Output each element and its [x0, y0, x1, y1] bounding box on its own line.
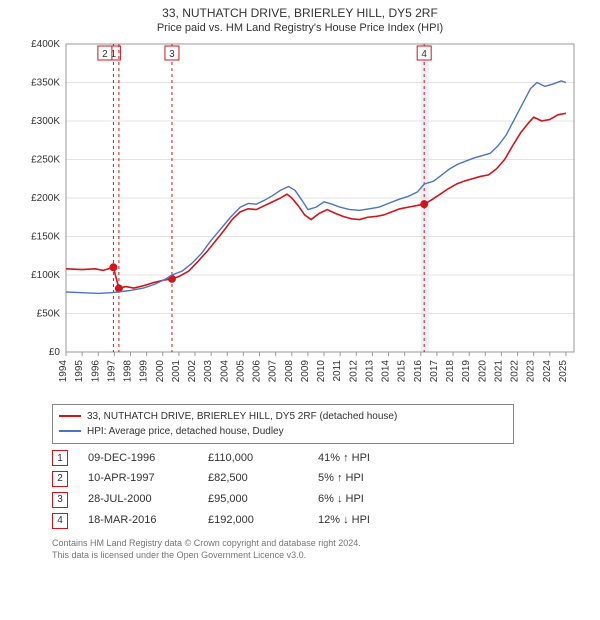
svg-text:£150K: £150K — [31, 231, 60, 242]
svg-text:1999: 1999 — [139, 359, 150, 382]
chart-subtitle: Price paid vs. HM Land Registry's House … — [10, 22, 590, 34]
svg-text:£200K: £200K — [31, 193, 60, 204]
svg-text:£300K: £300K — [31, 116, 60, 127]
svg-text:2013: 2013 — [364, 359, 375, 382]
event-price: £95,000 — [208, 489, 298, 510]
legend-row: HPI: Average price, detached house, Dudl… — [59, 424, 507, 439]
footer-attribution: Contains HM Land Registry data © Crown c… — [52, 537, 590, 561]
svg-text:£250K: £250K — [31, 154, 60, 165]
svg-text:2023: 2023 — [526, 359, 537, 382]
svg-text:2010: 2010 — [316, 359, 327, 382]
event-row: 4 18-MAR-2016 £192,000 12% ↓ HPI — [52, 510, 532, 531]
event-date: 18-MAR-2016 — [88, 510, 188, 531]
event-diff: 5% ↑ HPI — [318, 468, 408, 489]
event-date: 28-JUL-2000 — [88, 489, 188, 510]
chart-svg: £0 £50K £100K £150K £200K £250K £300K £350K £400… — [20, 38, 580, 398]
event-marker-icon: 3 — [52, 492, 68, 508]
line-chart: £0 £50K £100K £150K £200K £250K £300K £350K £400… — [20, 38, 580, 398]
svg-text:4: 4 — [421, 49, 427, 60]
legend: 33, NUTHATCH DRIVE, BRIERLEY HILL, DY5 2… — [52, 404, 514, 444]
svg-text:1997: 1997 — [106, 359, 117, 382]
event-diff: 12% ↓ HPI — [318, 510, 408, 531]
event-marker-icon: 1 — [52, 450, 68, 466]
svg-text:2025: 2025 — [558, 359, 569, 382]
svg-text:2000: 2000 — [155, 359, 166, 382]
chart-title: 33, NUTHATCH DRIVE, BRIERLEY HILL, DY5 2… — [10, 6, 590, 22]
svg-text:2016: 2016 — [413, 359, 424, 382]
svg-text:2004: 2004 — [219, 359, 230, 382]
svg-text:2: 2 — [102, 49, 108, 60]
event-date: 10-APR-1997 — [88, 468, 188, 489]
legend-swatch-hpi — [59, 430, 81, 432]
legend-row: 33, NUTHATCH DRIVE, BRIERLEY HILL, DY5 2… — [59, 409, 507, 424]
svg-text:2018: 2018 — [445, 359, 456, 382]
svg-text:2020: 2020 — [477, 359, 488, 382]
svg-text:1998: 1998 — [123, 359, 134, 382]
event-marker-icon: 2 — [52, 471, 68, 487]
event-price: £110,000 — [208, 448, 298, 469]
event-diff: 6% ↓ HPI — [318, 489, 408, 510]
svg-text:1995: 1995 — [74, 359, 85, 382]
svg-text:2017: 2017 — [429, 359, 440, 382]
svg-text:£0: £0 — [49, 347, 61, 358]
svg-text:3: 3 — [169, 49, 175, 60]
event-row: 1 09-DEC-1996 £110,000 41% ↑ HPI — [52, 448, 532, 469]
svg-text:£350K: £350K — [31, 77, 60, 88]
event-diff: 41% ↑ HPI — [318, 448, 408, 469]
svg-text:1994: 1994 — [58, 359, 69, 382]
footer-line: Contains HM Land Registry data © Crown c… — [52, 537, 590, 549]
legend-label-hpi: HPI: Average price, detached house, Dudl… — [87, 424, 284, 439]
svg-text:2022: 2022 — [510, 359, 521, 382]
svg-text:2003: 2003 — [203, 359, 214, 382]
svg-text:2005: 2005 — [235, 359, 246, 382]
svg-text:2019: 2019 — [461, 359, 472, 382]
svg-text:2015: 2015 — [397, 359, 408, 382]
svg-text:£100K: £100K — [31, 270, 60, 281]
event-row: 3 28-JUL-2000 £95,000 6% ↓ HPI — [52, 489, 532, 510]
svg-text:2006: 2006 — [252, 359, 263, 382]
legend-label-property: 33, NUTHATCH DRIVE, BRIERLEY HILL, DY5 2… — [87, 409, 397, 424]
legend-swatch-property — [59, 415, 81, 417]
svg-text:2012: 2012 — [348, 359, 359, 382]
event-date: 09-DEC-1996 — [88, 448, 188, 469]
svg-text:£400K: £400K — [31, 39, 60, 50]
svg-text:2011: 2011 — [332, 359, 343, 381]
svg-text:2021: 2021 — [493, 359, 504, 382]
event-marker-icon: 4 — [52, 513, 68, 529]
footer-line: This data is licensed under the Open Gov… — [52, 549, 590, 561]
svg-text:2014: 2014 — [381, 359, 392, 382]
svg-text:2007: 2007 — [268, 359, 279, 382]
svg-text:2024: 2024 — [542, 359, 553, 382]
event-price: £192,000 — [208, 510, 298, 531]
svg-text:1996: 1996 — [90, 359, 101, 382]
events-table: 1 09-DEC-1996 £110,000 41% ↑ HPI 2 10-APR-199… — [52, 448, 532, 532]
svg-text:2002: 2002 — [187, 359, 198, 382]
event-row: 2 10-APR-1997 £82,500 5% ↑ HPI — [52, 468, 532, 489]
event-price: £82,500 — [208, 468, 298, 489]
svg-text:2001: 2001 — [171, 359, 182, 382]
svg-text:2008: 2008 — [284, 359, 295, 382]
svg-text:2009: 2009 — [300, 359, 311, 382]
svg-text:£50K: £50K — [37, 308, 61, 319]
